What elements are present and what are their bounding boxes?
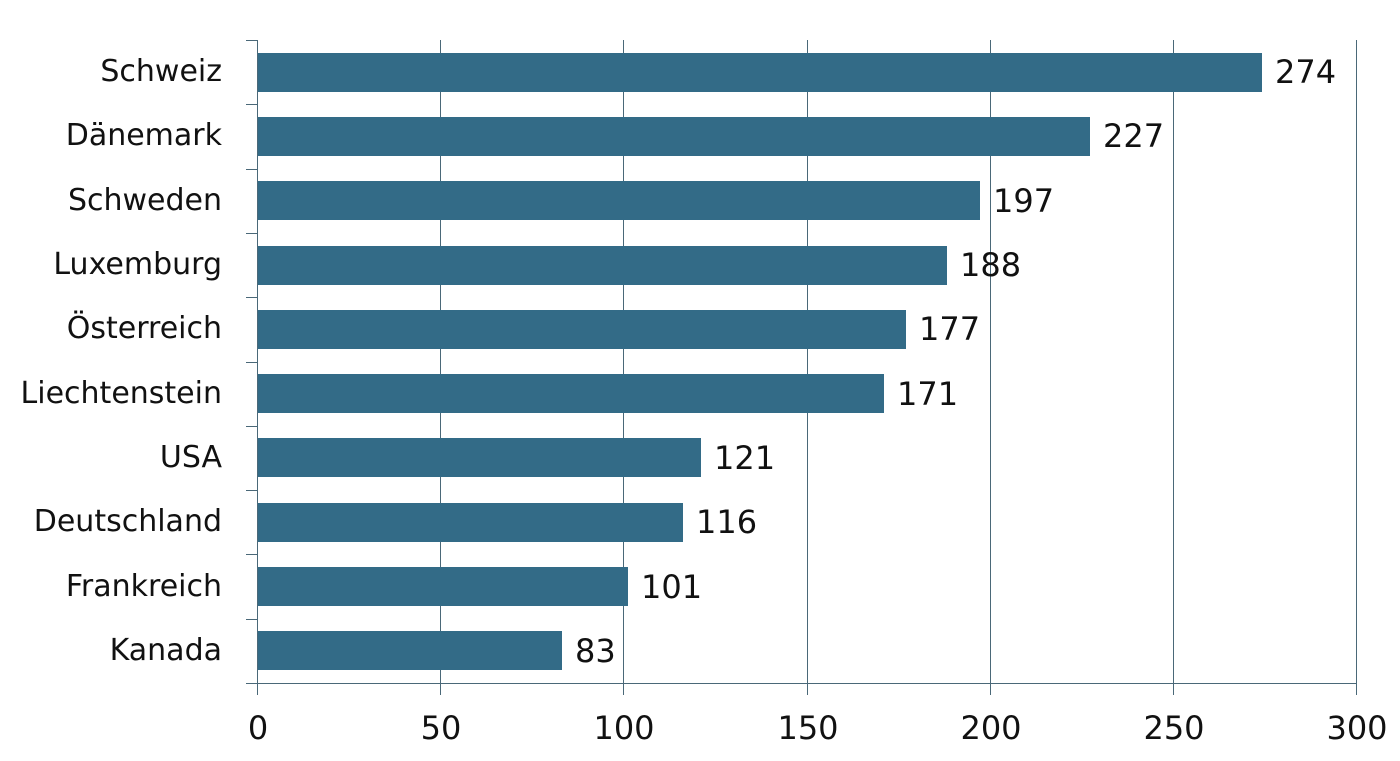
bar [258,181,980,220]
y-tick [246,490,257,491]
category-label: Liechtenstein [20,376,222,411]
bar [258,310,906,349]
category-label: Schweiz [100,54,222,89]
value-label: 101 [641,568,703,606]
x-tick [807,683,808,695]
x-tick [1173,683,1174,695]
x-tick [990,683,991,695]
x-tick-label: 200 [960,709,1022,747]
x-tick [1356,683,1357,695]
y-tick [246,426,257,427]
gridline [623,40,624,683]
value-label: 177 [919,310,981,348]
y-tick [246,233,257,234]
x-axis [246,683,1357,684]
x-tick-label: 250 [1143,709,1205,747]
y-tick [246,554,257,555]
value-label: 227 [1103,117,1165,155]
bar [258,503,683,542]
x-tick-label: 300 [1326,709,1388,747]
y-tick [246,683,257,684]
category-label: Schweden [67,183,222,218]
y-tick [246,362,257,363]
value-label: 83 [575,632,616,670]
category-label: Frankreich [65,569,222,604]
category-label: Dänemark [65,118,222,153]
gridline [1173,40,1174,683]
value-label: 274 [1275,53,1337,91]
gridline [990,40,991,683]
x-tick [257,683,258,695]
category-label: Luxemburg [53,247,222,282]
bar [258,438,701,477]
category-label: Kanada [109,633,222,668]
y-tick [246,297,257,298]
bar [258,567,628,606]
x-tick-label: 100 [593,709,655,747]
category-label: Österreich [66,311,222,346]
x-tick-label: 150 [777,709,839,747]
value-label: 116 [696,503,758,541]
bar [258,246,947,285]
gridline [440,40,441,683]
bar [258,117,1090,156]
x-tick-label: 50 [420,709,462,747]
bar [258,53,1262,92]
x-tick [623,683,624,695]
gridline [807,40,808,683]
x-tick-label: 0 [247,709,269,747]
y-tick [246,40,257,41]
category-label: Deutschland [33,504,222,539]
value-label: 197 [993,182,1055,220]
value-label: 121 [714,439,776,477]
category-label: USA [159,440,222,475]
value-label: 188 [960,246,1022,284]
y-tick [246,104,257,105]
bar [258,631,562,670]
value-label: 171 [897,375,959,413]
bar [258,374,884,413]
x-tick [440,683,441,695]
y-tick [246,169,257,170]
y-tick [246,619,257,620]
y-axis [257,40,258,683]
gridline [1356,40,1357,683]
